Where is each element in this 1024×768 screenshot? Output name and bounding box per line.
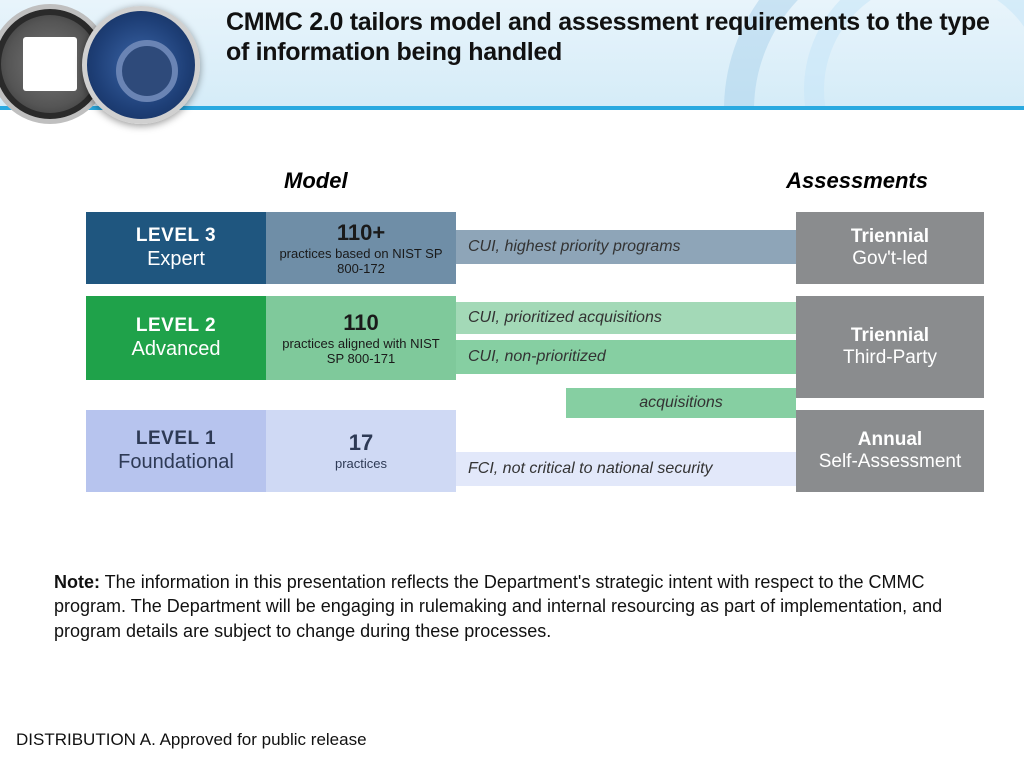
level-row-level3: LEVEL 3Expert110+practices based on NIST… — [86, 212, 984, 284]
connector-level1: FCI, not critical to national security — [456, 452, 796, 486]
note-prefix: Note: — [54, 572, 100, 592]
assessment-line2: Self-Assessment — [819, 451, 962, 473]
level-row-level1: LEVEL 1Foundational17practicesFCI, not c… — [86, 410, 984, 492]
practices-count: 110 — [343, 310, 379, 336]
level-label: LEVEL 3 — [136, 225, 216, 247]
connector-level2: CUI, prioritized acquisitions — [456, 302, 796, 334]
level-row-level2: LEVEL 2Advanced110practices aligned with… — [86, 296, 984, 398]
note-text: Note: The information in this presentati… — [54, 570, 964, 643]
practices-box-level1: 17practices — [266, 410, 456, 492]
level-box-level2: LEVEL 2Advanced — [86, 296, 266, 380]
distribution-footer: DISTRIBUTION A. Approved for public rele… — [16, 730, 367, 750]
column-headers: Model Assessments — [86, 168, 984, 202]
practices-box-level3: 110+practices based on NIST SP 800-172 — [266, 212, 456, 284]
page-title: CMMC 2.0 tailors model and assessment re… — [226, 8, 1004, 67]
assessments-column-header: Assessments — [786, 168, 928, 194]
level-sublabel: Advanced — [132, 338, 221, 361]
level-label: LEVEL 1 — [136, 428, 216, 450]
assessment-box-level1: AnnualSelf-Assessment — [796, 410, 984, 492]
connector-level3: CUI, highest priority programs — [456, 230, 796, 264]
level-sublabel: Foundational — [118, 451, 234, 474]
assessment-line2: Gov't-led — [852, 248, 927, 270]
assessment-line1: Triennial — [851, 325, 929, 347]
practices-text: practices based on NIST SP 800-172 — [266, 247, 456, 277]
practices-text: practices aligned with NIST SP 800-171 — [266, 337, 456, 367]
assessment-box-level2: TriennialThird-Party — [796, 296, 984, 398]
practices-text: practices — [327, 457, 395, 472]
level-sublabel: Expert — [147, 248, 205, 271]
level-label: LEVEL 2 — [136, 315, 216, 337]
level-box-level1: LEVEL 1Foundational — [86, 410, 266, 492]
practices-box-level2: 110practices aligned with NIST SP 800-17… — [266, 296, 456, 380]
assessment-line1: Triennial — [851, 226, 929, 248]
practices-count: 17 — [349, 430, 373, 456]
level-rows: LEVEL 3Expert110+practices based on NIST… — [86, 212, 984, 492]
cio-seal-icon — [82, 6, 200, 124]
connector-level2: CUI, non-prioritized — [456, 340, 796, 374]
model-column-header: Model — [284, 168, 348, 194]
level-box-level3: LEVEL 3Expert — [86, 212, 266, 284]
header-seals — [0, 0, 220, 140]
assessment-line2: Third-Party — [843, 347, 937, 369]
practices-count: 110+ — [337, 220, 385, 246]
note-body: The information in this presentation ref… — [54, 572, 942, 641]
diagram: Model Assessments LEVEL 3Expert110+pract… — [86, 168, 984, 504]
assessment-box-level3: TriennialGov't-led — [796, 212, 984, 284]
assessment-line1: Annual — [858, 429, 922, 451]
